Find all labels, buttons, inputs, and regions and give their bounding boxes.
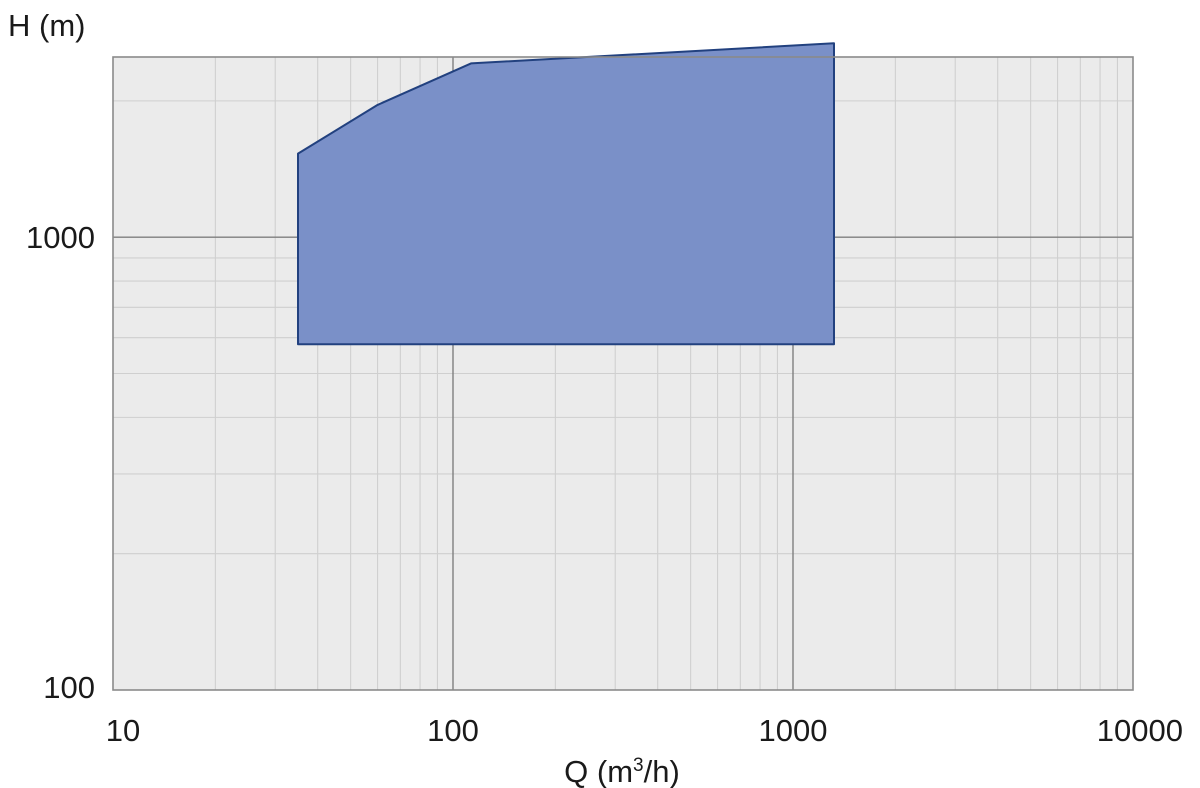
y-axis-label: H (m) xyxy=(8,8,85,43)
x-tick-label: 1000 xyxy=(759,713,828,748)
x-axis-label-main: Q (m xyxy=(564,754,633,788)
y-tick-label: 1000 xyxy=(26,220,95,255)
x-axis-label-superscript: 3 xyxy=(633,755,644,776)
y-tick-label: 100 xyxy=(43,670,95,705)
x-tick-label: 10 xyxy=(106,713,140,748)
x-tick-labels: 10 100 1000 10000 xyxy=(106,713,1183,748)
y-tick-labels: 100 1000 xyxy=(26,220,95,705)
x-tick-label: 100 xyxy=(427,713,479,748)
operating-range-area xyxy=(297,42,835,346)
x-tick-label: 10000 xyxy=(1097,713,1183,748)
plot-frame xyxy=(112,56,1134,691)
x-axis-label-tail: /h) xyxy=(644,754,680,788)
x-axis-label: Q (m3/h) xyxy=(564,754,680,788)
